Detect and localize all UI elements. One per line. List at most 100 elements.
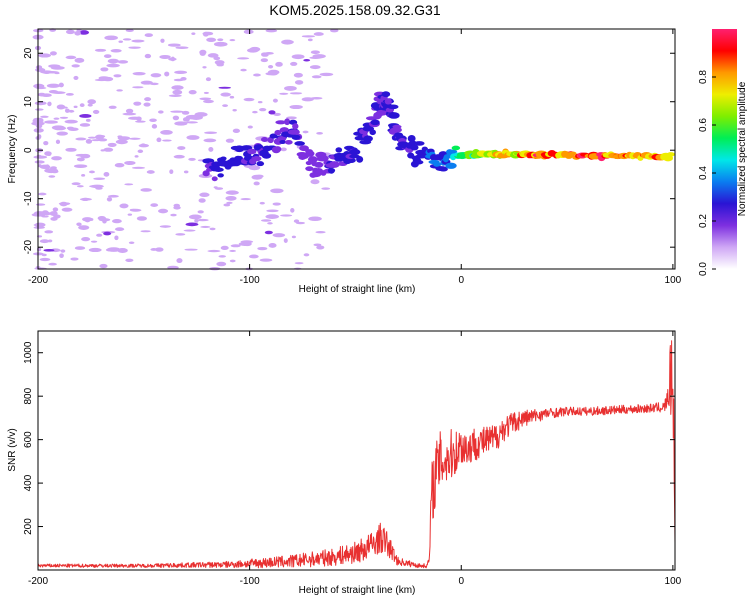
heatmap-noise-cell	[225, 138, 235, 143]
heatmap-noise-cell	[199, 97, 212, 101]
heatmap-noise-cell	[330, 28, 339, 33]
heatmap-noise-cell	[124, 160, 136, 166]
heatmap-noise-cell	[275, 61, 283, 67]
heatmap-signal-cell	[335, 147, 343, 153]
heatmap-noise-cell	[208, 147, 214, 152]
heatmap-noise-cell	[103, 231, 112, 236]
heatmap-noise-cell	[240, 240, 254, 244]
heatmap-noise-cell	[199, 49, 207, 55]
heatmap-noise-cell	[76, 222, 82, 226]
heatmap-noise-cell	[43, 248, 55, 252]
heatmap-noise-cell	[159, 225, 172, 228]
heatmap-noise-cell	[48, 262, 57, 266]
heatmap-noise-cell	[116, 89, 123, 92]
heatmap-signal-cell	[349, 148, 361, 156]
heatmap-noise-cell	[49, 51, 57, 56]
heatmap-noise-cell	[122, 112, 137, 116]
heatmap-noise-cell	[132, 86, 144, 89]
heatmap-noise-cell	[207, 249, 221, 253]
snr-x-tick-label: 0	[458, 576, 464, 587]
heatmap-noise-cell	[103, 54, 112, 59]
heatmap-noise-cell	[270, 188, 284, 194]
heatmap-noise-cell	[209, 227, 216, 231]
heatmap-noise-cell	[155, 247, 164, 252]
snr-frame	[37, 330, 676, 571]
heatmap-noise-cell	[223, 203, 231, 207]
heatmap-noise-cell	[91, 139, 101, 142]
snr-y-tick-label: 400	[23, 474, 34, 491]
heatmap-signal-cell	[328, 168, 335, 174]
heatmap-noise-cell	[156, 137, 162, 143]
heatmap-noise-cell	[246, 48, 259, 53]
heatmap-signal-cell	[217, 173, 224, 178]
heatmap-signal-cell	[329, 161, 340, 168]
heatmap-noise-cell	[170, 213, 177, 217]
heatmap-noise-cell	[307, 38, 313, 42]
heatmap-noise-cell	[44, 230, 54, 234]
colorbar-tick-label: 0.4	[698, 166, 709, 180]
heatmap-noise-cell	[259, 258, 273, 262]
snr-y-axis-label: SNR (v/v)	[7, 428, 18, 471]
heatmap-noise-cell	[100, 149, 106, 152]
heatmap-noise-cell	[160, 130, 173, 135]
heatmap-noise-cell	[41, 93, 52, 98]
heatmap-noise-cell	[202, 66, 207, 69]
heatmap-noise-cell	[197, 210, 204, 214]
heatmap-noise-cell	[134, 120, 146, 123]
heatmap-noise-cell	[293, 72, 303, 78]
heatmap-noise-cell	[151, 124, 158, 129]
heatmap-noise-cell	[225, 190, 239, 195]
heatmap-noise-cell	[134, 155, 139, 158]
heatmap-noise-cell	[150, 203, 159, 207]
heatmap-noise-cell	[35, 86, 47, 90]
heatmap-noise-cell	[170, 56, 176, 62]
heatmap-noise-cell	[280, 147, 287, 152]
heatmap-noise-cell	[240, 198, 251, 201]
heatmap-noise-cell	[55, 139, 61, 144]
heatmap-noise-cell	[188, 214, 202, 220]
heatmap-noise-cell	[34, 160, 45, 164]
heatmap-noise-cell	[119, 203, 129, 209]
heatmap-noise-cell	[291, 54, 305, 60]
heatmap-signal-cell	[273, 146, 282, 153]
heatmap-signal-cell	[220, 156, 227, 161]
snr-y-tick-label: 800	[23, 387, 34, 404]
heatmap-signal-cell	[356, 156, 364, 163]
heatmap-noise-cell	[107, 142, 117, 147]
heatmap-noise-cell	[75, 137, 87, 141]
heatmap-noise-cell	[56, 131, 69, 136]
heatmap-noise-cell	[65, 147, 77, 152]
colorbar-tick-label: 0.8	[698, 70, 709, 84]
heatmap-noise-cell	[81, 236, 91, 242]
heatmap-noise-cell	[114, 227, 125, 231]
heatmap-noise-cell	[104, 35, 118, 41]
heatmap-noise-cell	[79, 114, 92, 118]
heatmap-noise-cell	[225, 195, 237, 201]
heatmap-noise-cell	[291, 235, 296, 239]
heatmap-noise-cell	[140, 188, 152, 192]
heatmap-noise-cell	[41, 215, 49, 218]
heatmap-noise-cell	[79, 123, 91, 127]
heatmap-noise-cell	[169, 169, 174, 175]
heatmap-noise-cell	[162, 139, 172, 142]
heatmap-noise-cell	[79, 103, 85, 108]
heatmap-noise-cell	[144, 53, 152, 59]
heatmap-noise-cell	[180, 76, 187, 81]
heatmap-noise-cell	[198, 198, 206, 203]
heatmap-noise-cell	[229, 249, 237, 252]
spectrogram-y-ticks: -20 -10 0 10 20	[23, 47, 675, 254]
heatmap-noise-cell	[82, 217, 93, 222]
heatmap-noise-cell	[264, 230, 273, 235]
heatmap-signal-cell	[433, 161, 442, 167]
heatmap-noise-cell	[51, 156, 62, 161]
heatmap-noise-cell	[203, 91, 209, 94]
heatmap-noise-cell	[185, 121, 198, 124]
heatmap-noise-cell	[213, 41, 228, 47]
heatmap-noise-cell	[313, 32, 324, 36]
heatmap-noise-cell	[170, 110, 184, 113]
colorbar-tick-label: 0.2	[698, 214, 709, 228]
heatmap-noise-cell	[51, 91, 66, 95]
heatmap-noise-cell	[33, 128, 44, 133]
heatmap-noise-cell	[37, 164, 42, 168]
heatmap-noise-cell	[125, 108, 134, 114]
